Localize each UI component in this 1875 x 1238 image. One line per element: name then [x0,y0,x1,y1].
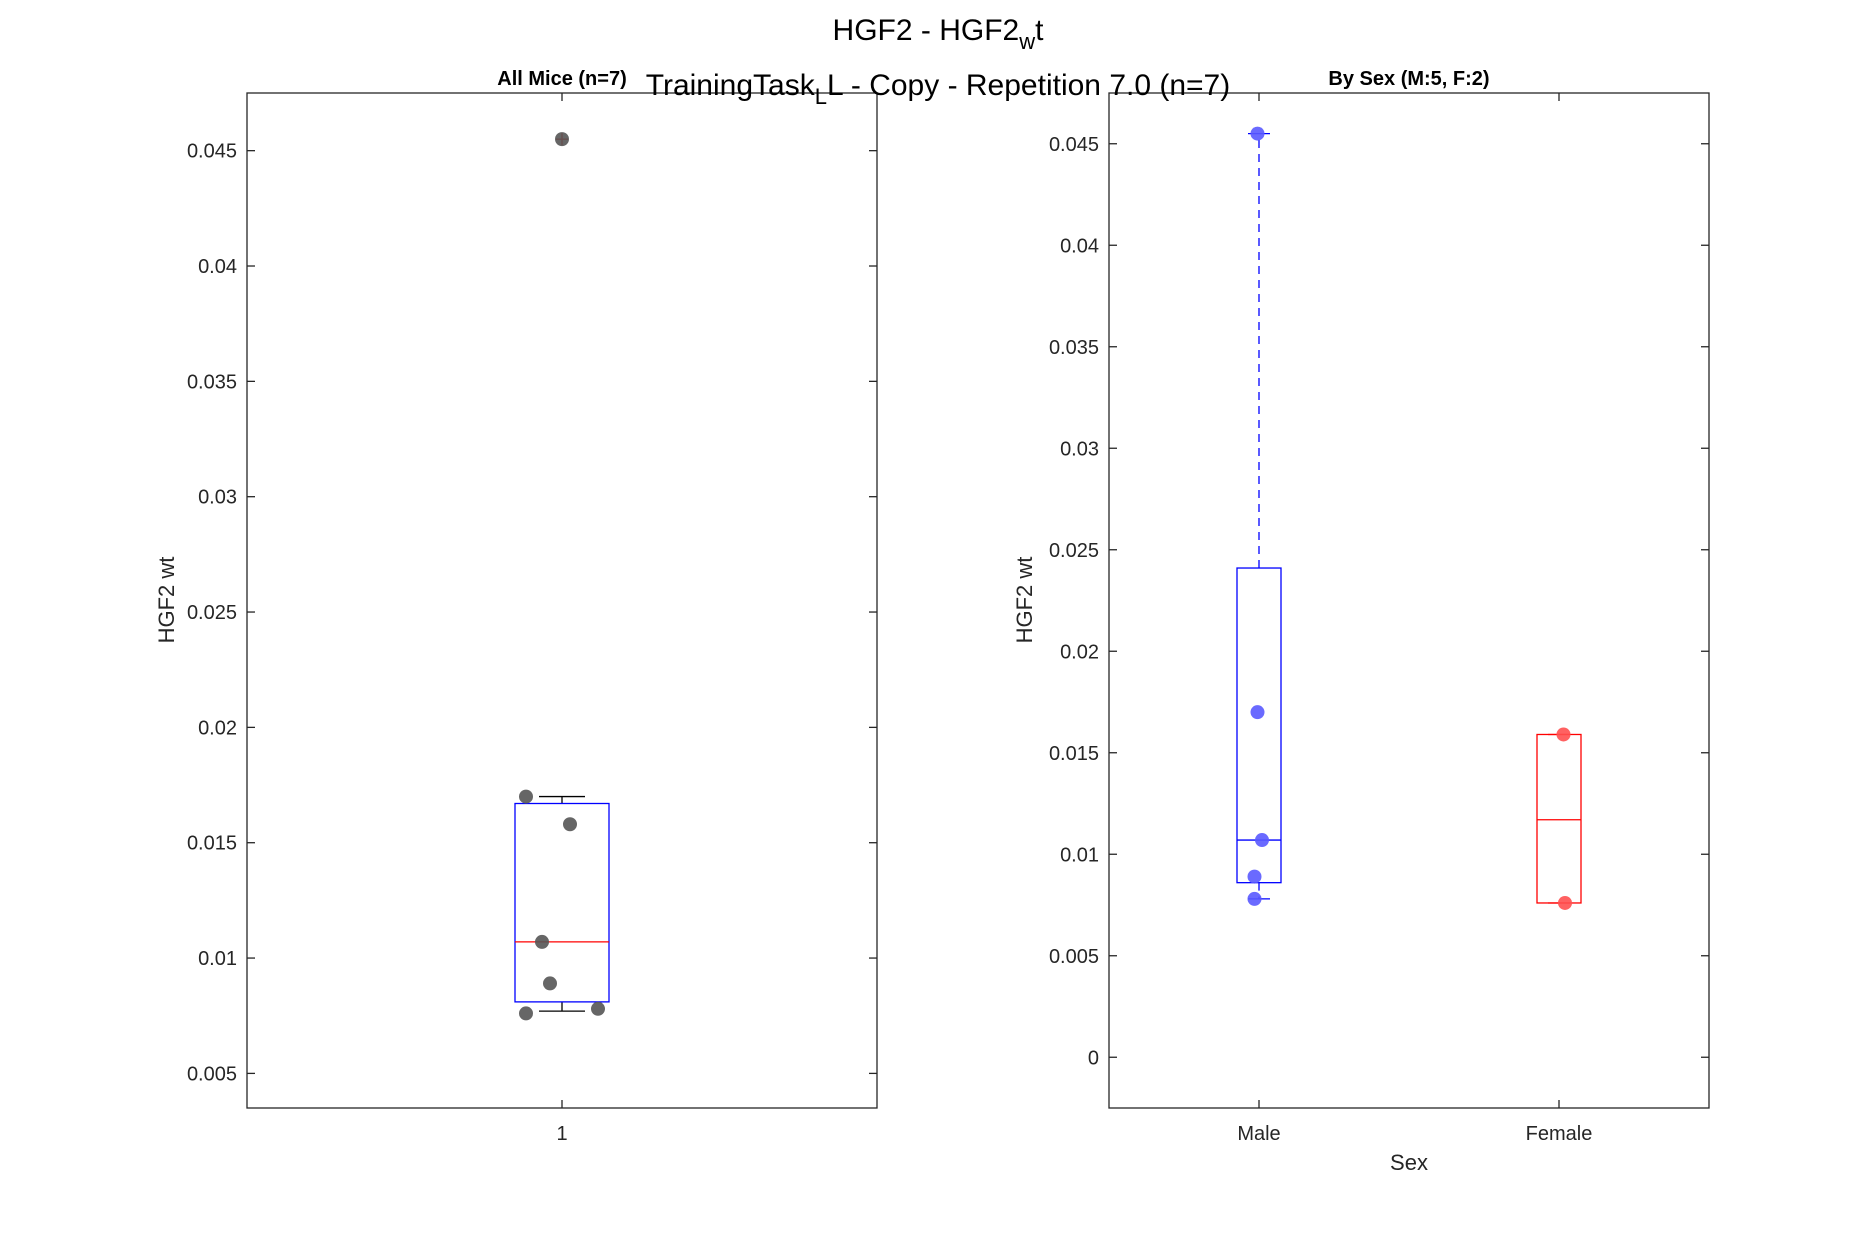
y-tick-label: 0.03 [1060,438,1099,460]
y-tick-label: 0.015 [187,833,237,855]
data-point [1250,705,1265,720]
x-axis-ticks: 1 [556,93,568,1145]
y-tick-label: 0.02 [1060,641,1099,663]
x-tick-label: 1 [556,1123,567,1145]
box-iqr [1236,567,1282,884]
y-axis-ticks: 0 0.005 0.01 0.015 0.02 0.025 0.03 0.035 0.04 0.0… [1049,134,1709,1069]
data-point [563,817,577,832]
data-point [1556,727,1571,742]
chart-panel-all-mice: All Mice (n=7) HGF2 wt 0.0050.010.0150.0… [154,68,878,1145]
y-tick-label: 0.045 [1049,134,1099,156]
data-point [519,789,533,804]
x-tick-label: Male [1237,1123,1280,1145]
y-tick-label: 0.04 [198,256,237,278]
plot-area [1108,92,1710,1109]
y-tick-label: 0.035 [1049,337,1099,359]
data-point [543,976,557,991]
data-point [1558,895,1572,910]
y-tick-label: 0.035 [187,371,237,393]
data-point [591,1001,605,1016]
data-point [519,1006,533,1021]
y-axis-ticks: 0.005 0.01 0.015 0.02 0.025 0.03 0.035 0.04 0.04… [187,141,877,1085]
y-tick-label: 0.025 [187,602,237,624]
y-tick-label: 0.03 [198,487,237,509]
panel-title: All Mice (n=7) [497,68,626,90]
y-tick-label: 0.01 [198,948,237,970]
data-points [519,132,605,1021]
x-axis-ticks: Male Female [1237,93,1592,1145]
box-iqr [514,802,610,1003]
figure-title-line2: TrainingTaskLL - Copy - Repetition 7.0 (… [646,69,1230,109]
y-tick-label: 0.02 [198,717,237,739]
figure-title-line1: HGF2 - HGF2wt [833,14,1045,54]
y-tick-label: 0.04 [1060,235,1099,257]
plot-area [246,92,878,1109]
data-point [535,934,549,949]
y-tick-label: 0 [1088,1047,1099,1069]
box-plots [514,133,610,1012]
x-axis-label: Sex [1390,1150,1428,1175]
y-tick-label: 0.015 [1049,743,1099,765]
y-tick-label: 0.005 [187,1063,237,1085]
data-point [1247,891,1262,906]
y-tick-label: 0.005 [1049,946,1099,968]
panel-title: By Sex (M:5, F:2) [1328,68,1489,90]
y-tick-label: 0.01 [1060,844,1099,866]
chart-panel-by-sex: By Sex (M:5, F:2) HGF2 wt Sex 0 0.005 0.01… [1012,68,1710,1175]
y-tick-label: 0.045 [187,141,237,163]
data-point [1247,869,1262,884]
y-axis-label: HGF2 wt [154,557,179,644]
data-points [1247,126,1572,910]
data-point [1255,833,1269,848]
y-axis-label: HGF2 wt [1012,557,1037,644]
y-tick-label: 0.025 [1049,540,1099,562]
x-tick-label: Female [1526,1123,1593,1145]
data-point [555,132,569,147]
data-point [1250,126,1265,141]
